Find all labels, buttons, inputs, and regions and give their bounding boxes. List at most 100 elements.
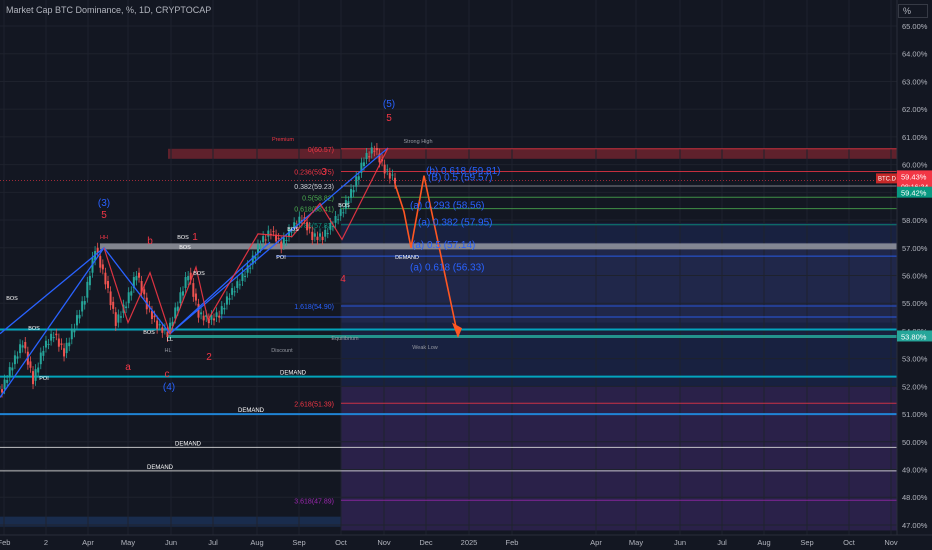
wave-count-label: b xyxy=(147,236,153,247)
x-tick-label: Jun xyxy=(165,538,177,547)
candle-body xyxy=(44,340,47,348)
wave-count-label: 2 xyxy=(206,352,212,363)
candle-body xyxy=(166,331,169,338)
wave-count-label: 5 xyxy=(386,113,392,124)
candle-body xyxy=(275,234,278,242)
candle-body xyxy=(355,176,358,187)
candle-body xyxy=(32,371,35,385)
candle-body xyxy=(233,291,236,293)
bos-label: BOS xyxy=(143,330,155,336)
structure-label: HL xyxy=(164,348,171,354)
candle-body xyxy=(337,219,340,221)
bos-label: BOS xyxy=(193,271,205,277)
fib-level-label: 0.5(58.82) xyxy=(302,195,334,202)
candle-body xyxy=(130,291,133,296)
wave-count-label: a xyxy=(125,362,131,373)
demand-label: DEMAND xyxy=(280,371,307,377)
x-tick-label: Jul xyxy=(717,538,727,547)
candle-body xyxy=(184,277,187,288)
candle-body xyxy=(213,318,216,321)
candle-body xyxy=(117,314,120,323)
candle-body xyxy=(207,318,210,324)
candle-body xyxy=(220,306,223,315)
candle-body xyxy=(42,350,45,356)
y-tick-label: 48.00% xyxy=(902,493,928,502)
candle-body xyxy=(316,236,319,240)
candle-body xyxy=(55,333,58,336)
candle-body xyxy=(119,316,122,318)
candle-body xyxy=(13,355,16,365)
fib-level-label: 0.236(59.75) xyxy=(294,170,334,177)
candle-body xyxy=(47,343,50,345)
candle-body xyxy=(200,312,203,315)
candle-body xyxy=(78,314,81,319)
price-level-tag-box xyxy=(897,330,932,342)
y-tick-label: 47.00% xyxy=(902,521,928,530)
x-tick-label: Nov xyxy=(377,538,391,547)
candle-body xyxy=(262,236,265,243)
candle-body xyxy=(256,244,259,254)
bos-label: BOS xyxy=(179,245,191,251)
candle-body xyxy=(83,300,86,305)
symbol-tag: BTC.D xyxy=(878,176,897,182)
candle-body xyxy=(52,337,55,339)
candle-body xyxy=(11,367,14,371)
candle-body xyxy=(19,344,22,354)
candle-body xyxy=(194,293,197,301)
x-tick-label: Oct xyxy=(335,538,348,547)
candle-body xyxy=(112,301,115,309)
candle-body xyxy=(241,273,244,282)
candle-body xyxy=(225,296,228,305)
candle-body xyxy=(324,229,327,237)
candle-body xyxy=(107,281,110,289)
candle-body xyxy=(362,162,365,166)
x-tick-label: Aug xyxy=(757,538,770,547)
candle-body xyxy=(370,147,373,154)
candle-body xyxy=(3,379,6,390)
candle-body xyxy=(246,265,249,273)
candle-body xyxy=(272,231,275,233)
x-tick-label: Sep xyxy=(292,538,305,547)
y-tick-label: 53.00% xyxy=(902,355,928,364)
structure-label: DEMAND xyxy=(395,255,419,261)
trend-line xyxy=(169,241,271,335)
y-tick-label: 56.00% xyxy=(902,271,928,280)
x-tick-label: Oct xyxy=(843,538,856,547)
y-tick-label: 57.00% xyxy=(902,244,928,253)
x-tick-label: 2025 xyxy=(461,538,478,547)
candle-body xyxy=(197,303,200,318)
y-tick-label: 65.00% xyxy=(902,22,928,31)
wave-count-label: (3) xyxy=(98,198,110,209)
candle-body xyxy=(96,247,99,253)
x-tick-label: Feb xyxy=(506,538,519,547)
wave-count-label: (5) xyxy=(383,99,395,110)
candle-body xyxy=(63,348,66,357)
x-tick-label: Apr xyxy=(82,538,94,547)
candle-body xyxy=(176,306,179,311)
candle-body xyxy=(308,226,311,229)
candle-body xyxy=(169,322,172,334)
candle-body xyxy=(86,281,89,298)
wave-count-label: 1 xyxy=(192,232,198,243)
candle-body xyxy=(114,312,117,326)
candle-body xyxy=(249,267,252,269)
candle-body xyxy=(156,320,159,329)
projection-path xyxy=(394,175,459,337)
fib-level-label: 0.786(57.83) xyxy=(294,223,334,230)
y-tick-label: 55.00% xyxy=(902,299,928,308)
time-axis-background xyxy=(0,535,932,550)
x-tick-label: Aug xyxy=(250,538,263,547)
candle-body xyxy=(24,342,27,349)
candle-body xyxy=(267,230,270,237)
unit-toggle-button[interactable]: % xyxy=(898,4,928,18)
sub-wave-line xyxy=(103,147,389,336)
candle-body xyxy=(127,292,130,304)
wave-fib-label: (a) 0.293 (58.56) xyxy=(410,201,485,212)
price-level-tag-box xyxy=(897,186,932,198)
bos-label: BOS xyxy=(177,235,189,241)
wave-fib-label: (a) 0.618 (56.33) xyxy=(410,262,485,273)
wave-fib-label: (a) 0.382 (57.95) xyxy=(418,217,493,228)
y-tick-label: 60.00% xyxy=(902,161,928,170)
structure-label: BOS xyxy=(6,296,18,302)
